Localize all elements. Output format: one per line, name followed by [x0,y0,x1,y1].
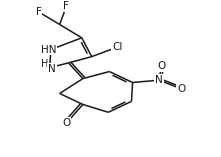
Text: O: O [157,61,166,71]
Text: F: F [36,7,42,17]
Text: N: N [48,64,56,74]
Text: HN: HN [41,45,56,55]
Text: F: F [63,1,69,11]
Text: H: H [40,59,48,69]
Text: Cl: Cl [112,42,122,52]
Text: N: N [155,75,163,85]
Text: O: O [177,84,185,94]
Text: O: O [62,118,70,128]
